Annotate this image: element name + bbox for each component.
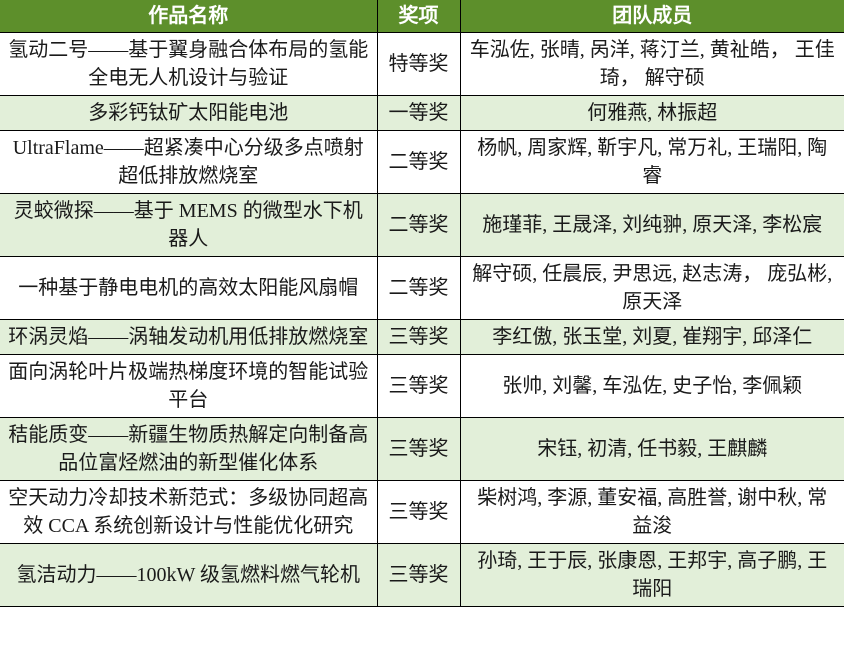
project-title-cell: 灵蛟微探——基于 MEMS 的微型水下机器人 <box>0 192 377 257</box>
project-title-cell: 氢动二号——基于翼身融合体布局的氢能全电无人机设计与验证 <box>0 31 377 96</box>
members-cell: 解守硕, 任晨辰, 尹思远, 赵志涛， 庞弘彬, 原天泽 <box>460 255 844 320</box>
header-team-members: 团队成员 <box>460 0 844 33</box>
members-cell: 宋钰, 初清, 任书毅, 王麒麟 <box>460 416 844 481</box>
table-row: 秸能质变——新疆生物质热解定向制备高品位富烃燃油的新型催化体系 三等奖 宋钰, … <box>0 416 844 481</box>
table-row: 多彩钙钛矿太阳能电池 一等奖 何雅燕, 林振超 <box>0 94 844 131</box>
award-cell: 一等奖 <box>376 94 461 131</box>
table-row: 氢动二号——基于翼身融合体布局的氢能全电无人机设计与验证 特等奖 车泓佐, 张晴… <box>0 31 844 96</box>
award-cell: 二等奖 <box>376 255 461 320</box>
members-cell: 孙琦, 王于辰, 张康恩, 王邦宇, 高子鹏, 王瑞阳 <box>460 542 844 607</box>
project-title-cell: 秸能质变——新疆生物质热解定向制备高品位富烃燃油的新型催化体系 <box>0 416 377 481</box>
members-cell: 李红傲, 张玉堂, 刘夏, 崔翔宇, 邱泽仁 <box>460 318 844 355</box>
members-cell: 车泓佐, 张晴, 呙洋, 蒋汀兰, 黄祉皓， 王佳琦， 解守硕 <box>460 31 844 96</box>
table-row: UltraFlame——超紧凑中心分级多点喷射超低排放燃烧室 二等奖 杨帆, 周… <box>0 129 844 194</box>
awards-table: 作品名称 奖项 团队成员 氢动二号——基于翼身融合体布局的氢能全电无人机设计与验… <box>0 0 844 607</box>
awards-table-header: 作品名称 奖项 团队成员 <box>0 0 844 33</box>
table-row: 环涡灵焰——涡轴发动机用低排放燃烧室 三等奖 李红傲, 张玉堂, 刘夏, 崔翔宇… <box>0 318 844 355</box>
project-title-cell: 空天动力冷却技术新范式：多级协同超高效 CCA 系统创新设计与性能优化研究 <box>0 479 377 544</box>
project-title-cell: 环涡灵焰——涡轴发动机用低排放燃烧室 <box>0 318 377 355</box>
award-cell: 三等奖 <box>376 479 461 544</box>
header-award: 奖项 <box>376 0 461 33</box>
table-row: 面向涡轮叶片极端热梯度环境的智能试验平台 三等奖 张帅, 刘馨, 车泓佐, 史子… <box>0 353 844 418</box>
award-cell: 三等奖 <box>376 416 461 481</box>
award-cell: 二等奖 <box>376 192 461 257</box>
project-title-cell: 氢洁动力——100kW 级氢燃料燃气轮机 <box>0 542 377 607</box>
members-cell: 何雅燕, 林振超 <box>460 94 844 131</box>
table-row: 灵蛟微探——基于 MEMS 的微型水下机器人 二等奖 施瑾菲, 王晟泽, 刘纯翀… <box>0 192 844 257</box>
award-cell: 三等奖 <box>376 318 461 355</box>
members-cell: 杨帆, 周家辉, 靳宇凡, 常万礼, 王瑞阳, 陶睿 <box>460 129 844 194</box>
awards-table-body: 氢动二号——基于翼身融合体布局的氢能全电无人机设计与验证 特等奖 车泓佐, 张晴… <box>0 31 844 607</box>
award-cell: 三等奖 <box>376 353 461 418</box>
members-cell: 施瑾菲, 王晟泽, 刘纯翀, 原天泽, 李松宸 <box>460 192 844 257</box>
table-row: 一种基于静电电机的高效太阳能风扇帽 二等奖 解守硕, 任晨辰, 尹思远, 赵志涛… <box>0 255 844 320</box>
project-title-cell: 一种基于静电电机的高效太阳能风扇帽 <box>0 255 377 320</box>
project-title-cell: 面向涡轮叶片极端热梯度环境的智能试验平台 <box>0 353 377 418</box>
award-cell: 二等奖 <box>376 129 461 194</box>
members-cell: 张帅, 刘馨, 车泓佐, 史子怡, 李佩颖 <box>460 353 844 418</box>
award-cell: 特等奖 <box>376 31 461 96</box>
project-title-cell: UltraFlame——超紧凑中心分级多点喷射超低排放燃烧室 <box>0 129 377 194</box>
award-cell: 三等奖 <box>376 542 461 607</box>
table-row: 氢洁动力——100kW 级氢燃料燃气轮机 三等奖 孙琦, 王于辰, 张康恩, 王… <box>0 542 844 607</box>
project-title-cell: 多彩钙钛矿太阳能电池 <box>0 94 377 131</box>
header-row: 作品名称 奖项 团队成员 <box>0 0 844 33</box>
table-row: 空天动力冷却技术新范式：多级协同超高效 CCA 系统创新设计与性能优化研究 三等… <box>0 479 844 544</box>
header-project-title: 作品名称 <box>0 0 377 33</box>
members-cell: 柴树鸿, 李源, 董安福, 高胜誉, 谢中秋, 常益浚 <box>460 479 844 544</box>
